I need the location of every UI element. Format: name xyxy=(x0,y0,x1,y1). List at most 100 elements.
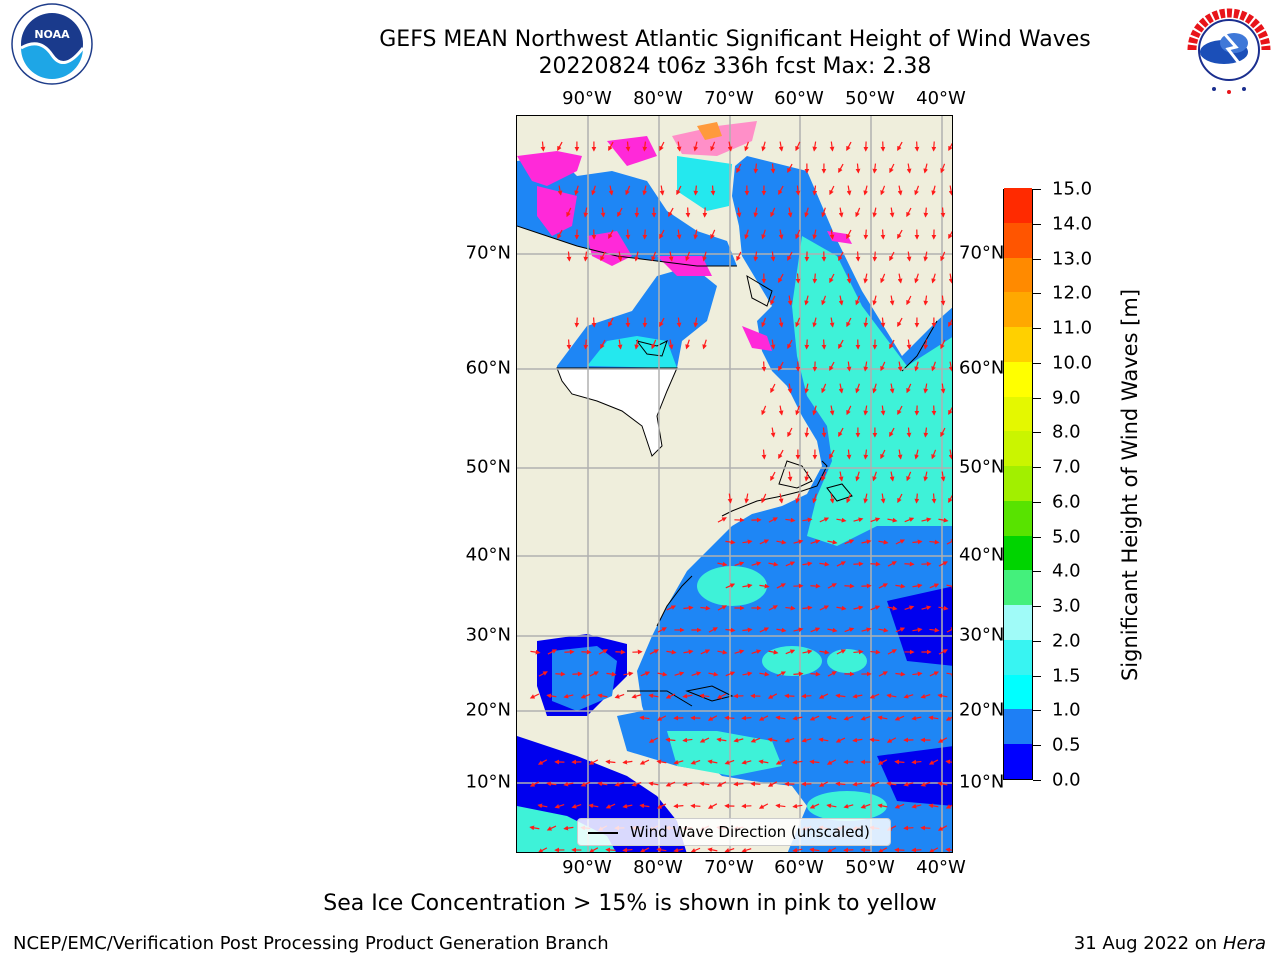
wave-direction-arrow xyxy=(846,141,852,152)
wave-direction-arrow xyxy=(648,737,659,743)
colorbar-tick-mark xyxy=(1033,501,1041,503)
wave-direction-arrow xyxy=(906,163,912,174)
wave-direction-arrow xyxy=(795,317,801,328)
wave-direction-arrow xyxy=(897,317,903,328)
colorbar-segment xyxy=(1004,222,1032,258)
wave-direction-arrow xyxy=(597,693,608,699)
wave-direction-arrow xyxy=(835,693,846,699)
wave-direction-arrow xyxy=(768,517,778,523)
wave-direction-arrow xyxy=(659,185,665,196)
wave-direction-arrow xyxy=(897,229,903,239)
wave-direction-arrow xyxy=(929,539,940,545)
wave-direction-arrow xyxy=(906,427,912,438)
wave-direction-arrow xyxy=(929,671,940,677)
wave-direction-arrow xyxy=(659,229,665,240)
wave-direction-arrow xyxy=(826,715,837,721)
wave-direction-arrow xyxy=(651,251,657,262)
wave-direction-arrow xyxy=(853,605,864,611)
wave-direction-arrow xyxy=(625,141,631,152)
wave-direction-arrow xyxy=(937,693,948,699)
wave-direction-arrow xyxy=(940,427,946,438)
wave-direction-arrow xyxy=(617,339,623,350)
wave-direction-arrow xyxy=(836,649,847,655)
wave-direction-arrow xyxy=(826,847,837,852)
wave-direction-arrow xyxy=(676,229,682,240)
nws-logo xyxy=(1184,5,1274,95)
colorbar-tick-label: 13.0 xyxy=(1052,248,1093,270)
wave-direction-arrow xyxy=(761,405,767,416)
wave-direction-arrow xyxy=(665,781,676,787)
wave-direction-arrow xyxy=(741,715,752,721)
wave-direction-arrow xyxy=(656,715,667,721)
wave-direction-arrow xyxy=(631,693,642,699)
colorbar-tick-mark xyxy=(1033,571,1041,573)
wave-direction-arrow xyxy=(792,715,803,721)
wave-direction-arrow xyxy=(861,627,872,633)
wave-direction-arrow xyxy=(928,715,939,721)
wave-direction-arrow xyxy=(708,627,718,633)
colorbar-segment xyxy=(1004,743,1032,779)
wave-direction-arrow xyxy=(920,694,931,699)
wave-direction-arrow xyxy=(846,493,852,504)
wave-direction-arrow xyxy=(744,493,750,504)
wave-direction-arrow xyxy=(921,605,932,611)
colorbar-segment xyxy=(1004,639,1032,675)
wave-direction-arrow xyxy=(821,207,826,218)
wave-direction-arrow xyxy=(945,759,952,765)
wave-direction-arrow xyxy=(642,229,648,240)
wave-direction-arrow xyxy=(690,803,701,809)
wave-direction-arrow xyxy=(725,671,736,677)
lon-tick-bottom-40w: 40°W xyxy=(916,857,966,878)
ocean-deep-east xyxy=(887,586,952,666)
wave-direction-arrow xyxy=(529,781,540,787)
wave-direction-arrow xyxy=(566,251,572,262)
wave-direction-arrow xyxy=(835,781,846,787)
wave-direction-arrow xyxy=(665,693,676,699)
lat-tick-left-60n: 60°N xyxy=(465,357,511,379)
wave-direction-arrow xyxy=(615,649,626,655)
wave-direction-arrow xyxy=(829,273,835,284)
wave-direction-arrow xyxy=(700,605,711,611)
wave-direction-arrow xyxy=(819,561,830,567)
wave-direction-arrow xyxy=(948,273,952,284)
wave-direction-arrow xyxy=(894,803,905,809)
lat-tick-left-70n: 70°N xyxy=(465,242,511,264)
wave-direction-arrow xyxy=(914,273,919,284)
wave-direction-arrow xyxy=(588,803,599,809)
wave-direction-arrow xyxy=(753,207,759,218)
wave-direction-arrow xyxy=(676,317,682,328)
colorbar-tick-mark xyxy=(1033,536,1041,538)
colorbar-tick-mark xyxy=(1033,780,1041,781)
wave-direction-arrow xyxy=(895,539,906,545)
wave-direction-arrow xyxy=(563,825,574,831)
wave-direction-arrow xyxy=(639,847,650,852)
wave-direction-arrow xyxy=(886,781,897,787)
wave-direction-arrow xyxy=(844,583,855,589)
wave-direction-arrow xyxy=(554,803,565,809)
map-panel[interactable] xyxy=(516,115,953,853)
wave-direction-arrow xyxy=(716,737,727,743)
wave-direction-arrow xyxy=(921,517,932,523)
wave-direction-arrow xyxy=(860,715,871,721)
wave-direction-arrow xyxy=(897,273,903,284)
colorbar-tick-label: 14.0 xyxy=(1052,213,1093,235)
wave-direction-arrow xyxy=(685,207,691,218)
wave-direction-arrow xyxy=(725,539,736,545)
wave-direction-arrow xyxy=(852,693,863,699)
ocean-hudson-bay xyxy=(557,266,717,368)
wave-direction-arrow xyxy=(761,449,767,460)
wave-direction-arrow xyxy=(707,759,718,765)
wave-direction-arrow xyxy=(903,781,914,787)
wave-direction-arrow xyxy=(889,295,895,306)
wave-direction-arrow xyxy=(804,383,810,394)
wave-direction-arrow xyxy=(657,627,667,633)
colorbar-segment xyxy=(1004,187,1032,223)
wave-direction-arrow xyxy=(708,671,719,677)
wave-direction-arrow xyxy=(946,539,952,545)
wave-direction-arrow xyxy=(878,671,888,677)
wave-direction-arrow xyxy=(880,361,886,372)
wave-direction-arrow xyxy=(605,847,616,852)
wave-direction-arrow xyxy=(614,781,625,787)
wave-direction-arrow xyxy=(929,583,940,589)
wave-direction-arrow xyxy=(685,251,691,262)
